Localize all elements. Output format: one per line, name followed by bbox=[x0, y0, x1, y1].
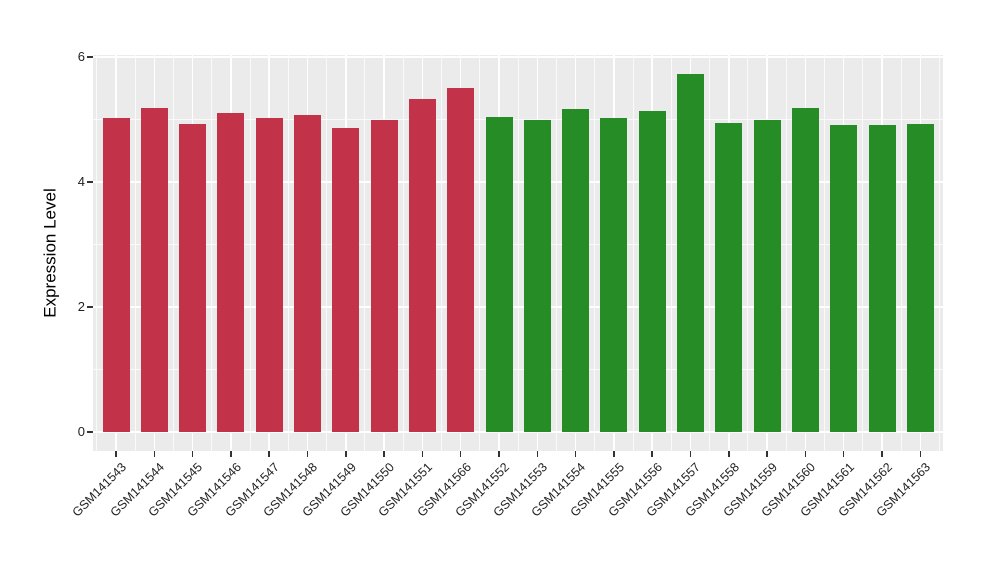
v-gridline-minor bbox=[594, 55, 596, 451]
v-gridline-minor bbox=[938, 55, 940, 451]
x-tick-mark bbox=[919, 451, 922, 457]
bar bbox=[332, 127, 360, 432]
x-tick-mark bbox=[459, 451, 462, 457]
bar bbox=[791, 108, 819, 432]
x-tick-mark bbox=[651, 451, 653, 457]
bar bbox=[140, 108, 168, 432]
v-gridline-minor bbox=[632, 55, 634, 451]
x-tick-mark bbox=[153, 451, 156, 457]
y-tick-mark bbox=[87, 306, 93, 308]
x-tick-mark bbox=[536, 451, 539, 457]
bar bbox=[408, 98, 436, 432]
x-tick-mark bbox=[842, 451, 845, 457]
x-tick-mark bbox=[689, 451, 692, 457]
x-tick-mark bbox=[498, 451, 500, 457]
v-gridline-minor bbox=[326, 55, 328, 451]
bar bbox=[715, 123, 743, 432]
v-gridline-minor bbox=[441, 55, 443, 451]
x-tick-mark bbox=[191, 451, 194, 457]
bar bbox=[830, 125, 858, 432]
v-gridline-minor bbox=[709, 55, 711, 451]
v-gridline-minor bbox=[479, 55, 481, 451]
v-gridline-minor bbox=[747, 55, 749, 451]
x-tick-mark bbox=[383, 451, 385, 457]
v-gridline-minor bbox=[785, 55, 787, 451]
v-gridline-minor bbox=[211, 55, 213, 451]
bar bbox=[677, 73, 704, 432]
v-gridline-minor bbox=[517, 55, 519, 451]
bar bbox=[485, 117, 513, 432]
x-tick-mark bbox=[766, 451, 768, 457]
v-gridline-minor bbox=[287, 55, 289, 451]
y-tick-label: 4 bbox=[77, 174, 85, 189]
x-tick-mark bbox=[268, 451, 270, 457]
x-tick-mark bbox=[306, 451, 309, 457]
bar bbox=[255, 118, 283, 432]
bar bbox=[523, 120, 551, 432]
y-tick-mark bbox=[87, 181, 93, 183]
bar bbox=[753, 120, 781, 432]
v-gridline-minor bbox=[862, 55, 864, 451]
v-gridline-minor bbox=[364, 55, 366, 451]
bar bbox=[294, 114, 321, 432]
x-tick-mark bbox=[345, 451, 347, 457]
v-gridline-minor bbox=[670, 55, 672, 451]
y-tick-label: 2 bbox=[77, 299, 85, 314]
v-gridline-minor bbox=[555, 55, 557, 451]
x-tick-mark bbox=[804, 451, 807, 457]
v-gridline-minor bbox=[900, 55, 902, 451]
v-gridline-minor bbox=[172, 55, 174, 451]
y-tick-label: 6 bbox=[77, 49, 85, 64]
bar bbox=[370, 119, 398, 432]
x-tick-mark bbox=[728, 451, 730, 457]
bar bbox=[217, 113, 245, 432]
v-gridline-minor bbox=[249, 55, 251, 451]
bar bbox=[179, 123, 207, 432]
plot-panel bbox=[93, 55, 943, 451]
v-gridline-minor bbox=[824, 55, 826, 451]
y-tick-mark bbox=[87, 56, 93, 58]
v-gridline-minor bbox=[96, 55, 98, 451]
x-tick-mark bbox=[881, 451, 883, 457]
y-tick-label: 0 bbox=[77, 424, 85, 439]
y-axis-title: Expression Level bbox=[38, 55, 64, 451]
x-tick-mark bbox=[115, 451, 117, 457]
v-gridline-minor bbox=[402, 55, 404, 451]
x-tick-mark bbox=[574, 451, 577, 457]
y-tick-mark bbox=[87, 431, 93, 433]
x-tick-mark bbox=[230, 451, 232, 457]
bar bbox=[562, 108, 590, 432]
bar bbox=[600, 118, 628, 432]
v-gridline-minor bbox=[134, 55, 136, 451]
x-tick-mark bbox=[613, 451, 615, 457]
bar bbox=[447, 88, 475, 432]
bar bbox=[906, 123, 934, 432]
bar bbox=[638, 111, 666, 432]
bar bbox=[868, 125, 896, 432]
x-tick-mark bbox=[421, 451, 424, 457]
bar bbox=[102, 118, 130, 432]
